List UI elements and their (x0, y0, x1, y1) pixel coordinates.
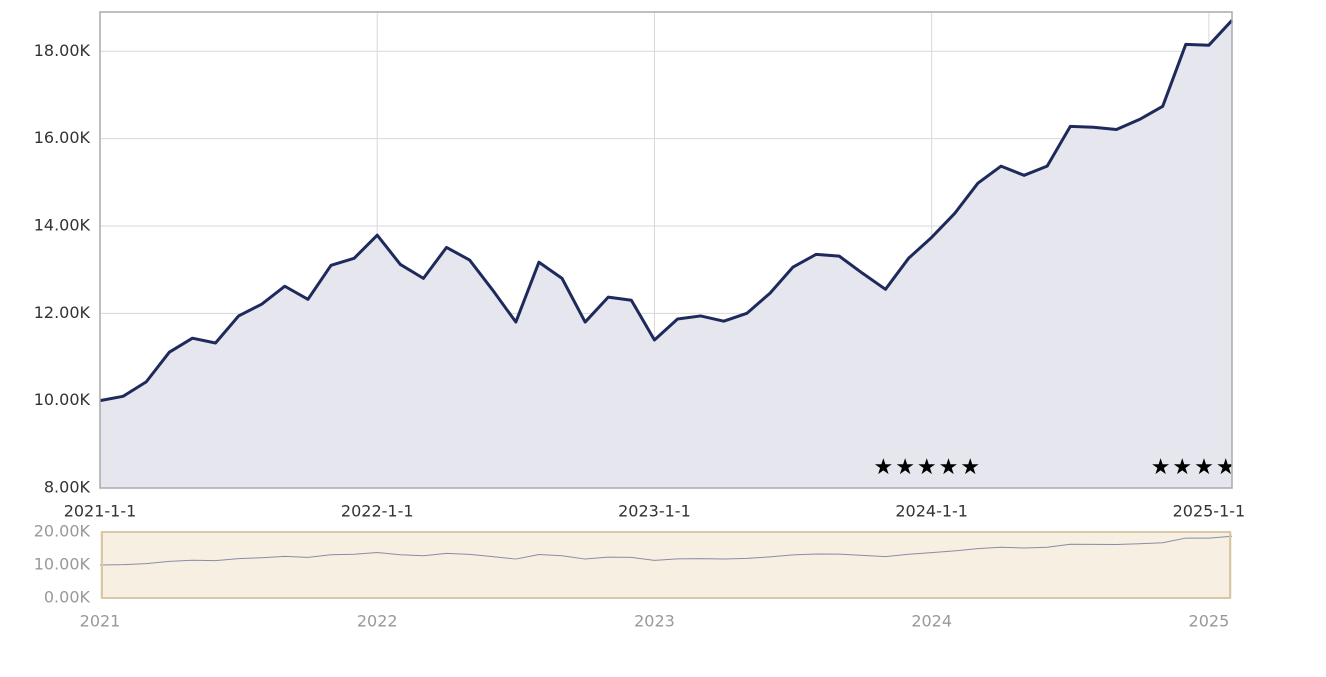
y-tick-label: 18.00K (34, 41, 91, 60)
navigator-x-tick-label: 2024 (911, 612, 952, 631)
x-tick-label: 2023-1-1 (618, 502, 691, 521)
navigator-x-tick-label: 2022 (357, 612, 398, 631)
navigator[interactable]: 0.00K 10.00K 20.00K 2021 2022 2023 2024 2025 (34, 522, 1233, 631)
line (99, 535, 1233, 566)
rating-stars: ★★★★ (1151, 455, 1238, 480)
navigator-x-tick-label: 2021 (80, 612, 121, 631)
main-chart: 8.00K 10.00K 12.00K 14.00K 16.00K 18.00K 2021-… (34, 11, 1246, 521)
navigator-selection (101, 531, 1231, 599)
y-tick-label: 12.00K (34, 303, 91, 322)
navigator-background (100, 532, 1232, 598)
area (100, 20, 1232, 488)
x-tick-label: 2021-1-1 (64, 502, 137, 521)
navigator-y-tick-label: 20.00K (34, 522, 91, 541)
x-tick-label: 2022-1-1 (341, 502, 414, 521)
y-tick-label: 16.00K (34, 128, 91, 147)
navigator-x-tick-label: 2023 (634, 612, 675, 631)
rating-stars: ★★★★★ (873, 455, 982, 480)
plot-border (99, 11, 1233, 489)
x-tick-label: 2025-1-1 (1173, 502, 1246, 521)
y-tick-label: 14.00K (34, 215, 91, 234)
navigator-y-tick-label: 0.00K (44, 588, 91, 607)
navigator-x-tick-label: 2025 (1189, 612, 1230, 631)
line (99, 19, 1234, 403)
navigator-y-tick-label: 10.00K (34, 555, 91, 574)
y-tick-label: 8.00K (44, 478, 91, 497)
x-tick-label: 2024-1-1 (895, 502, 968, 521)
y-tick-label: 10.00K (34, 390, 91, 409)
